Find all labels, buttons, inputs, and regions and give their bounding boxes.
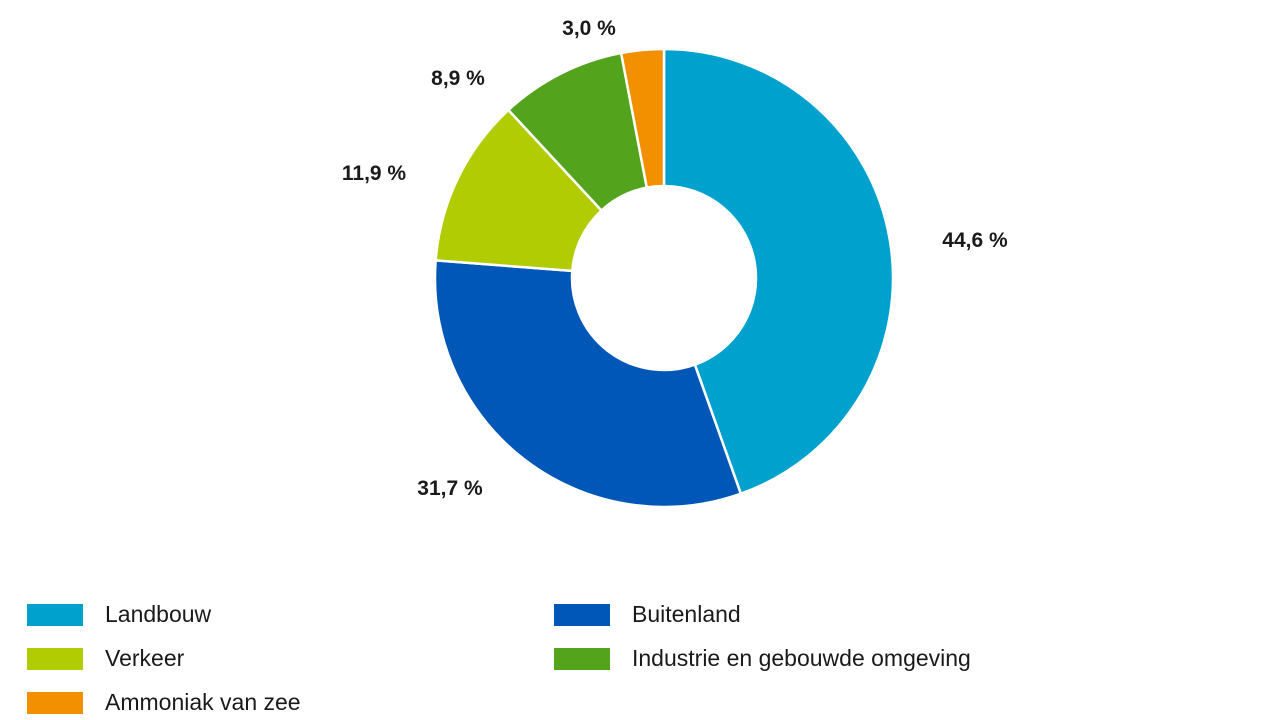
slice-label-verkeer: 11,9 % [342,162,407,185]
legend-item-landbouw[interactable]: Landbouw [27,601,211,628]
slice-ammoniak[interactable] [619,47,666,190]
legend-label: Verkeer [105,645,185,671]
legend-item-verkeer[interactable]: Verkeer [27,645,184,672]
slice-label-ammoniak: 3,0 % [562,17,616,40]
slice-label-industrie: 8,9 % [431,67,485,90]
legend-label: Ammoniak van zee [105,689,301,715]
donut-slices [433,47,895,509]
legend-label: Landbouw [105,601,212,627]
slice-landbouw[interactable] [662,47,895,496]
legend-swatch-buitenland [554,603,610,626]
legend-label: Industrie en gebouwde omgeving [632,645,971,671]
legend-item-buitenland[interactable]: Buitenland [554,601,741,628]
legend-swatch-landbouw [27,603,83,626]
slice-buitenland[interactable] [433,259,743,509]
legend-item-industrie[interactable]: Industrie en gebouwde omgeving [554,645,971,672]
legend-swatch-ammoniak [27,691,83,714]
legend-swatch-verkeer [27,647,83,670]
legend-label: Buitenland [632,601,741,627]
slice-label-landbouw: 44,6 % [942,229,1008,252]
legend-item-ammoniak[interactable]: Ammoniak van zee [27,689,301,716]
slice-label-buitenland: 31,7 % [417,477,483,500]
slice-verkeer[interactable] [434,108,604,273]
legend-swatch-industrie [554,647,610,670]
